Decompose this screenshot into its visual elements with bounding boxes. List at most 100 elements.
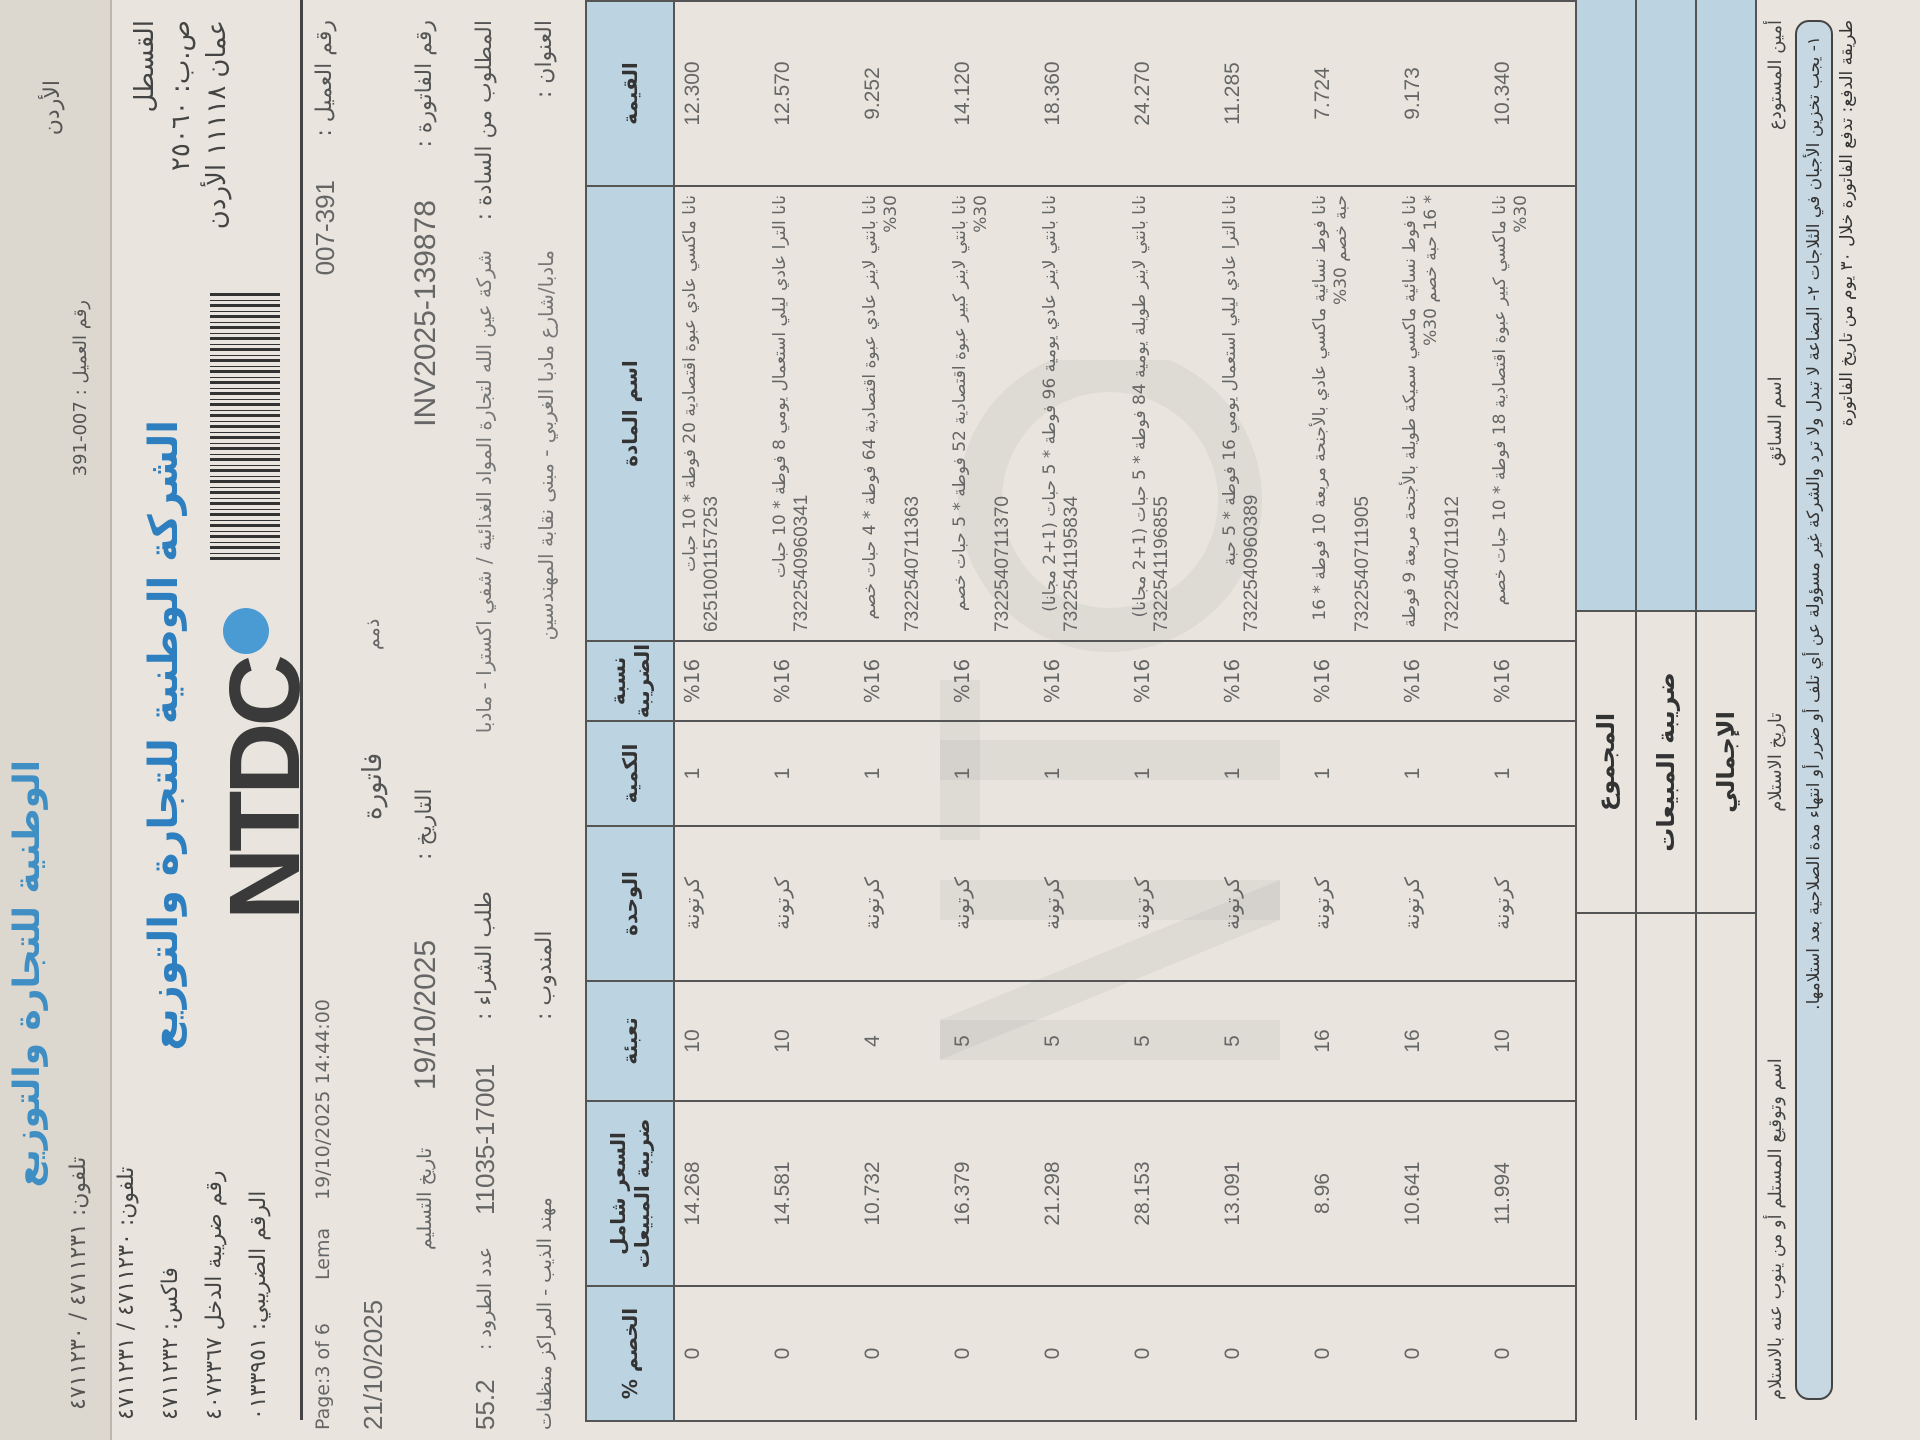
page-indicator: Page:3 of 6 xyxy=(312,1323,334,1430)
address-label: العنوان : xyxy=(532,20,557,99)
item-description: نانا بانتي لاينر عادي يومية 96 فوطة * 5 … xyxy=(1040,195,1060,612)
cell-unit: كرتونة xyxy=(1485,826,1576,981)
cell-price: 13.091 xyxy=(1215,1101,1305,1286)
cell-tax-rate: %16 xyxy=(945,641,1035,721)
totals-section: المجموع ضريبة المبيعات الإجمالي xyxy=(1577,0,1757,1420)
company-name: الشركة الوطنية للتجارة والتوزيع xyxy=(141,420,187,1051)
cell-pack: 5 xyxy=(1035,981,1125,1101)
item-description: نانا فوط نسائية ماكسي عادي بالأجنحة مربع… xyxy=(1310,195,1351,621)
cell-tax-rate: %16 xyxy=(1125,641,1215,721)
cell-quantity: 1 xyxy=(674,721,765,826)
under-country: الأردن xyxy=(40,80,65,136)
subtotal-label: المجموع xyxy=(1577,612,1635,914)
cell-unit: كرتونة xyxy=(674,826,765,981)
item-barcode: 7322540711912 xyxy=(1442,496,1463,632)
cell-quantity: 1 xyxy=(765,721,855,826)
cell-unit: كرتونة xyxy=(945,826,1035,981)
parcels: 55.2 xyxy=(470,1379,500,1430)
cell-quantity: 1 xyxy=(945,721,1035,826)
fax: فاكس: ٤٧١١٢٣٢ xyxy=(158,1267,183,1420)
items-table: القيمة اسم المادة نسبة الضريبة الكمية الوحدة… xyxy=(585,0,1577,1422)
table-row: 9.252 نانا بانتي لاينر عادي عبوة اقتصادية… xyxy=(855,1,945,1421)
cell-price: 16.379 xyxy=(945,1101,1035,1286)
parcels-label: عدد الطرود : xyxy=(474,1246,496,1350)
cell-quantity: 1 xyxy=(1035,721,1125,826)
bill-to-label: المطلوب من السادة : xyxy=(472,20,497,221)
under-company: الوطنية للتجارة والتوزيع xyxy=(7,760,48,1188)
cell-discount: 0 xyxy=(765,1286,855,1421)
cell-unit: كرتونة xyxy=(1395,826,1485,981)
customer-address: مادبا/شارع مادبا الغربي - مبنى نقابة الم… xyxy=(534,250,558,641)
invoice-body: القيمة اسم المادة نسبة الضريبة الكمية الوحدة… xyxy=(585,0,1857,1422)
sales-tax-row: ضريبة المبيعات xyxy=(1637,0,1697,1420)
phone: تلفون: ٤٧١١٢٣٠ / ٤٧١١٢٣١ xyxy=(114,1166,139,1420)
table-row: 14.120 نانا بانتي لاينر كبير عبوة اقتصادي… xyxy=(945,1,1035,1421)
invoice-header: الشركة الوطنية للتجارة والتوزيع NTDC الق… xyxy=(110,0,580,1440)
table-row: 12.300 نانا ماكسي عادي عبوة اقتصادية 20 ف… xyxy=(674,1,765,1421)
cell-value: 7.724 xyxy=(1305,1,1395,186)
tax-no: الرقم الضريبي: ٠١٣٣٩٥١ xyxy=(246,1190,271,1420)
receiver-signature: اسم وتوقيع المستلم أو من ينوب عنه بالاست… xyxy=(1765,1058,1786,1400)
cell-value: 12.300 xyxy=(674,1,765,186)
cell-value: 18.360 xyxy=(1035,1,1125,186)
cell-value: 9.173 xyxy=(1395,1,1485,186)
cell-quantity: 1 xyxy=(1485,721,1576,826)
table-row: 24.270 نانا بانتي لاينر طويلة يومية 84 فو… xyxy=(1125,1,1215,1421)
cell-quantity: 1 xyxy=(1125,721,1215,826)
cell-unit: كرتونة xyxy=(1305,826,1395,981)
column-header-value: القيمة xyxy=(586,1,674,186)
po-label: طلب الشراء : xyxy=(472,891,497,1020)
cell-value: 24.270 xyxy=(1125,1,1215,186)
printed-at: 19/10/2025 14:44:00 xyxy=(312,999,334,1200)
item-barcode: 7322540960341 xyxy=(791,494,812,632)
item-description: نانا بانتي لاينر طويلة يومية 84 فوطة * 5… xyxy=(1130,195,1150,618)
item-description: نانا ماكسي عادي عبوة اقتصادية 20 فوطة * … xyxy=(680,195,700,572)
item-description: نانا ماكسي كبير عبوة اقتصادية 18 فوطة * … xyxy=(1490,195,1531,606)
cell-item-name: نانا ماكسي كبير عبوة اقتصادية 18 فوطة * … xyxy=(1485,186,1576,641)
print-date: 21/10/2025 xyxy=(358,1299,388,1430)
cell-tax-rate: %16 xyxy=(1035,641,1125,721)
user-name: Lema xyxy=(312,1227,334,1280)
item-description: نانا فوط نسائية ماكسي سميكة طويلة بالأجن… xyxy=(1400,195,1441,628)
table-row: 11.285 نانا الترا عادي ليلي استعمال يومي … xyxy=(1215,1,1305,1421)
cell-pack: 5 xyxy=(1125,981,1215,1101)
cell-discount: 0 xyxy=(945,1286,1035,1421)
under-customer: رقم العميل : 007-391 xyxy=(70,300,91,477)
cell-pack: 5 xyxy=(1215,981,1305,1101)
column-header-price: السعر شامل ضريبة المبيعات xyxy=(586,1101,674,1286)
cell-pack: 16 xyxy=(1305,981,1395,1101)
cell-quantity: 1 xyxy=(1395,721,1485,826)
cell-price: 11.994 xyxy=(1485,1101,1576,1286)
column-header-unit: الوحدة xyxy=(586,826,674,981)
table-row: 10.340 نانا ماكسي كبير عبوة اقتصادية 18 ف… xyxy=(1485,1,1576,1421)
item-barcode: 7322540711363 xyxy=(902,496,923,632)
bill-to: شركة عين الله لتجارة المواد الغذائية / ش… xyxy=(472,250,496,734)
sales-tax-value xyxy=(1637,0,1695,612)
table-row: 12.570 نانا الترا عادي ليلي استعمال يومي … xyxy=(765,1,855,1421)
cell-unit: كرتونة xyxy=(1215,826,1305,981)
cell-value: 14.120 xyxy=(945,1,1035,186)
cell-discount: 0 xyxy=(1485,1286,1576,1421)
cell-price: 14.581 xyxy=(765,1101,855,1286)
cell-pack: 16 xyxy=(1395,981,1485,1101)
column-header-item-name: اسم المادة xyxy=(586,186,674,641)
item-description: نانا بانتي لاينر كبير عبوة اقتصادية 52 ف… xyxy=(950,195,991,612)
customer-no: 007-391 xyxy=(310,180,340,276)
cell-discount: 0 xyxy=(1125,1286,1215,1421)
delivery-date-label: تاريخ التسليم xyxy=(414,1147,436,1250)
cell-discount: 0 xyxy=(1395,1286,1485,1421)
rep-label: المندوب : xyxy=(532,930,557,1020)
cell-discount: 0 xyxy=(674,1286,765,1421)
invoice-no-label: رقم الفاتورة : xyxy=(412,20,437,148)
cell-item-name: نانا فوط نسائية ماكسي عادي بالأجنحة مربع… xyxy=(1305,186,1395,641)
customer-no-label: رقم العميل : xyxy=(312,20,337,137)
underlying-page: الوطنية للتجارة والتوزيع تلفون: ٤٧١١٢٣١ … xyxy=(0,0,112,1440)
barcode xyxy=(210,290,280,560)
invoice-no: INV2025-139878 xyxy=(409,200,442,427)
income-tax-no: رقم ضريبة الدخل ٤٠٧٢٣٦٧ xyxy=(202,1170,227,1420)
cell-item-name: نانا فوط نسائية ماكسي سميكة طويلة بالأجن… xyxy=(1395,186,1485,641)
signature-row: أمين المستودع اسم السائق تاريخ الاستلام … xyxy=(1757,0,1791,1420)
address-line: عمان ١١١١٨ الأردن xyxy=(202,20,232,230)
cell-value: 10.340 xyxy=(1485,1,1576,186)
cell-value: 12.570 xyxy=(765,1,855,186)
